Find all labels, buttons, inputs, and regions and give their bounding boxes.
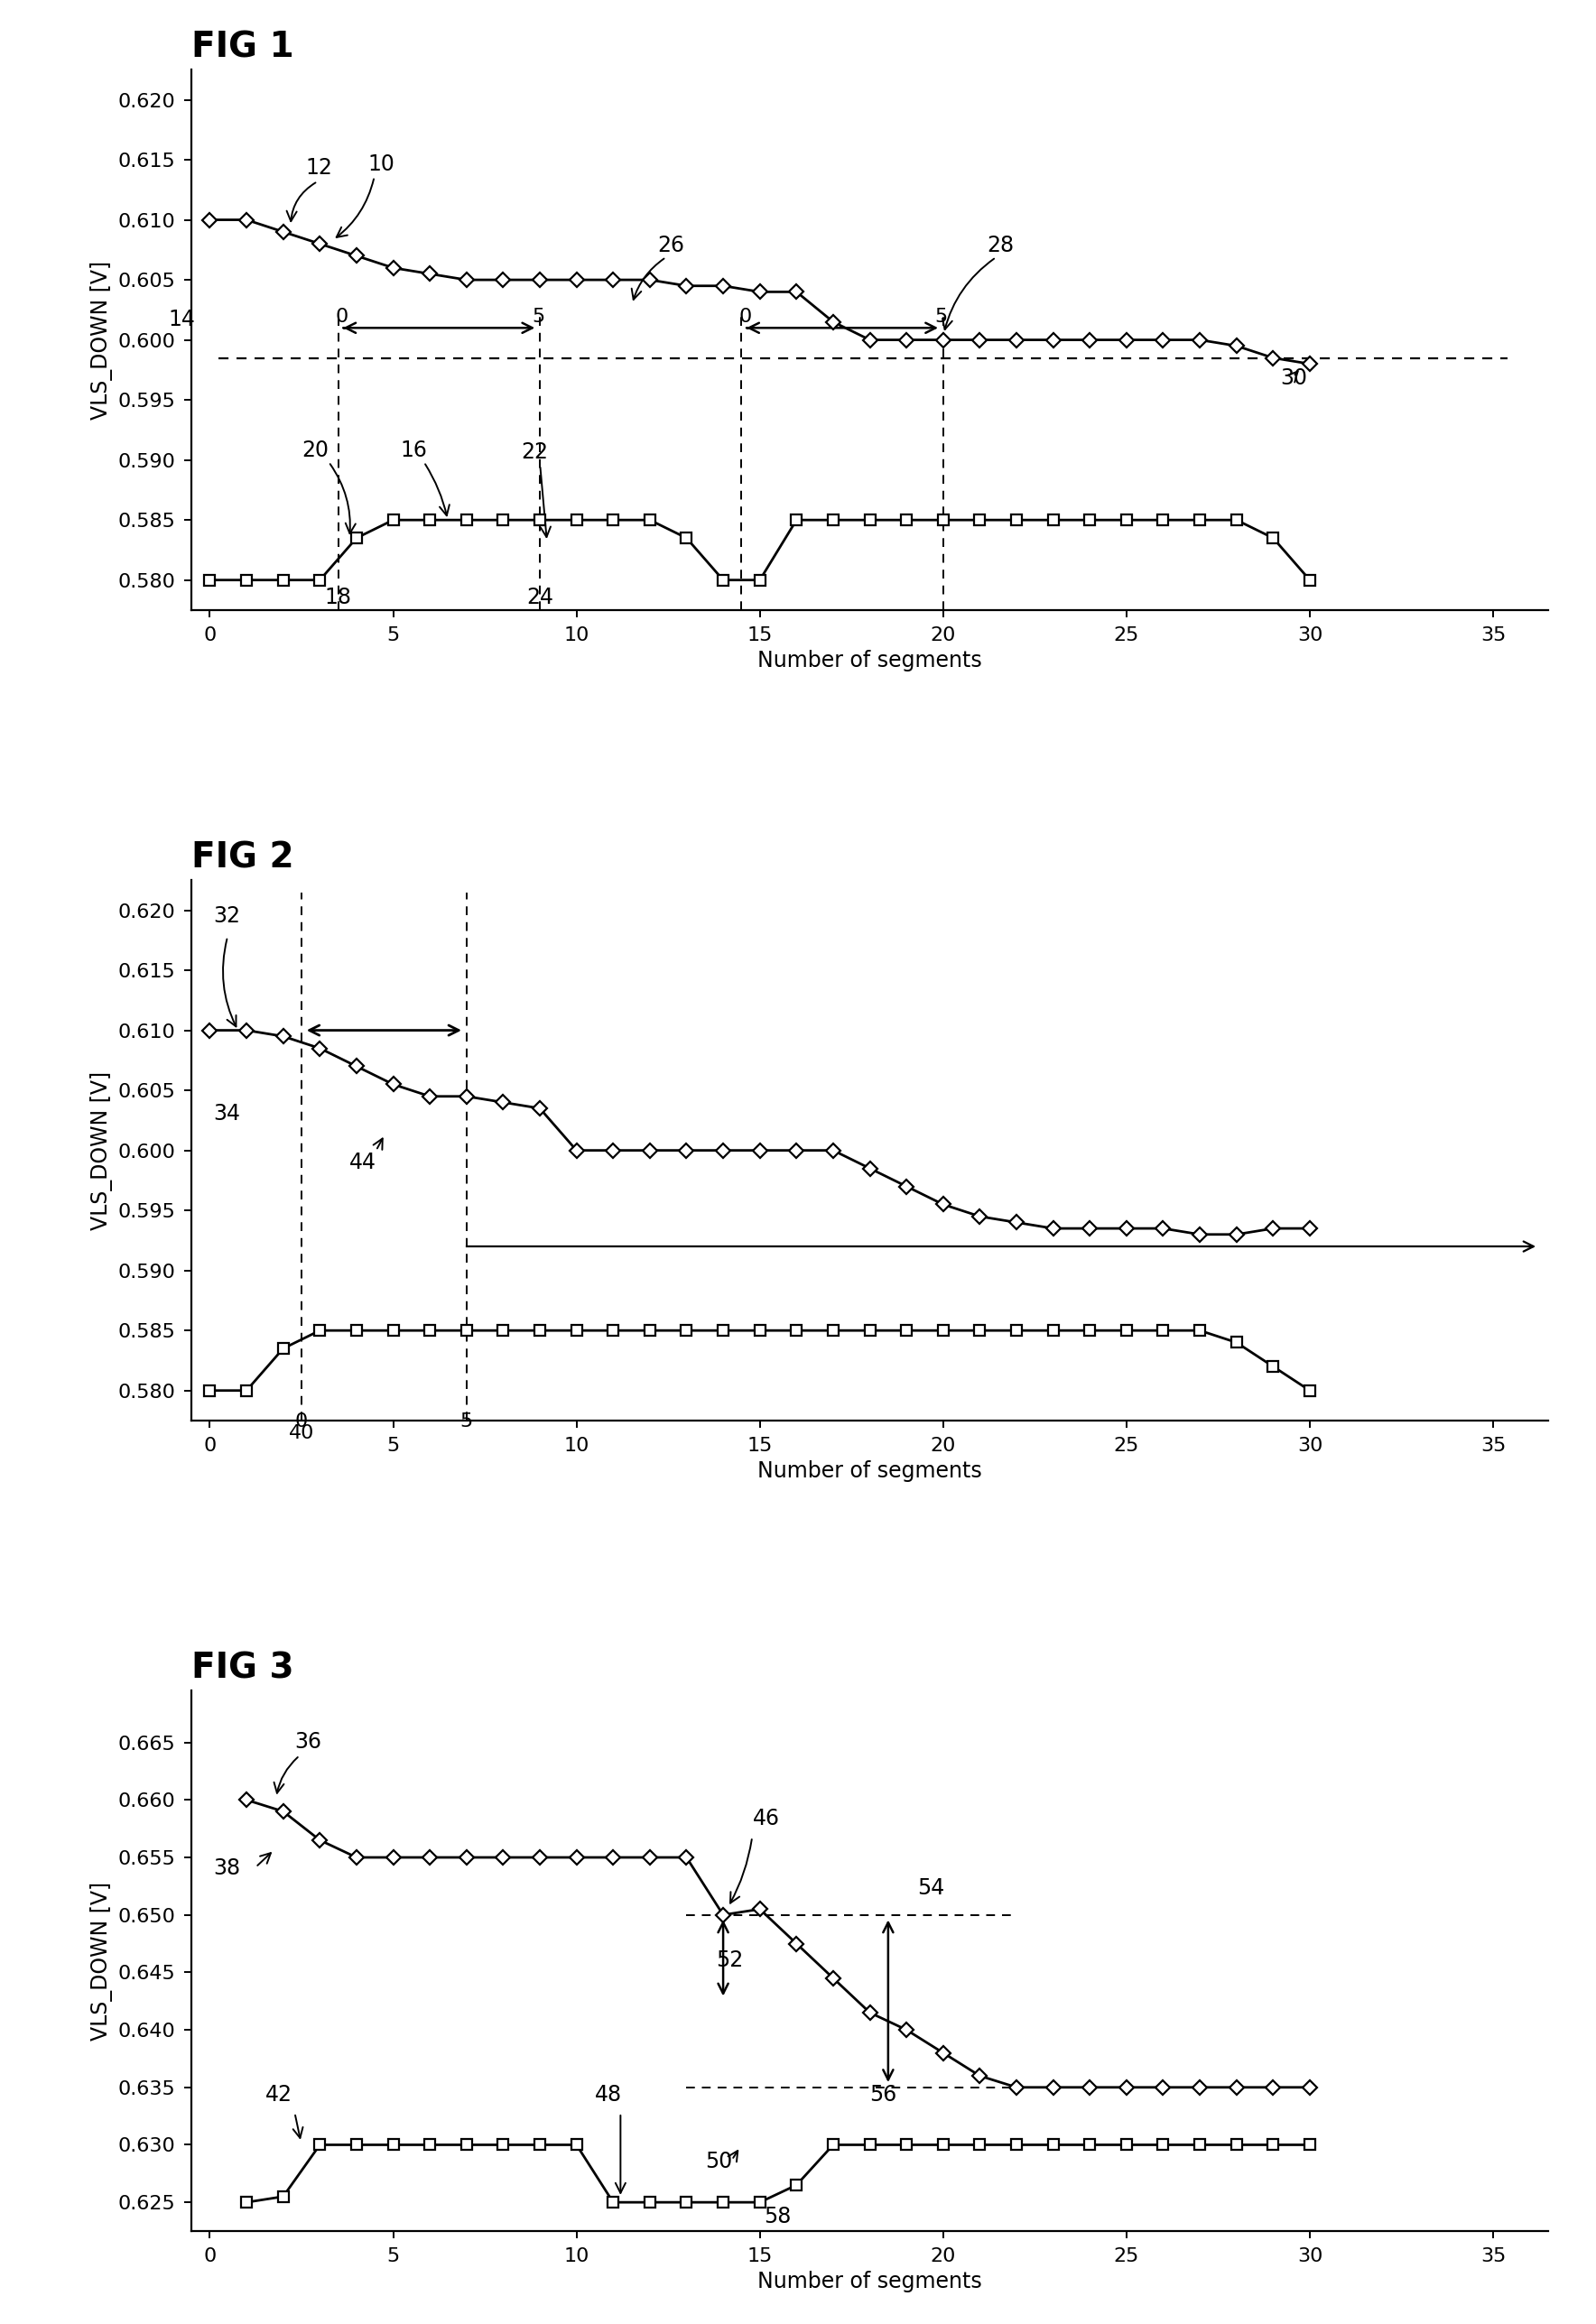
Y-axis label: VLS_DOWN [V]: VLS_DOWN [V]	[89, 260, 113, 418]
Text: 32: 32	[214, 904, 241, 927]
X-axis label: Number of segments: Number of segments	[758, 648, 982, 672]
Text: 52: 52	[717, 1950, 744, 1971]
Text: 58: 58	[763, 2205, 792, 2226]
Text: 46: 46	[752, 1808, 779, 1829]
Text: 40: 40	[289, 1425, 314, 1443]
Text: 24: 24	[527, 588, 554, 609]
Text: 18: 18	[324, 588, 351, 609]
Text: 16: 16	[401, 439, 428, 460]
Text: 0: 0	[295, 1413, 308, 1429]
Y-axis label: VLS_DOWN [V]: VLS_DOWN [V]	[89, 1882, 113, 2040]
Text: 5: 5	[531, 307, 544, 325]
Text: 34: 34	[214, 1104, 241, 1125]
X-axis label: Number of segments: Number of segments	[758, 1459, 982, 1483]
Text: 0: 0	[739, 307, 752, 325]
Text: 30: 30	[1280, 367, 1307, 388]
Text: 14: 14	[168, 309, 195, 330]
Text: 22: 22	[522, 442, 549, 462]
Text: 10: 10	[367, 153, 394, 174]
Text: FIG 1: FIG 1	[192, 30, 294, 65]
Text: 48: 48	[595, 2085, 622, 2106]
Text: 42: 42	[265, 2085, 292, 2106]
Text: 26: 26	[658, 235, 685, 256]
Text: 5: 5	[935, 307, 948, 325]
Text: 12: 12	[305, 158, 332, 179]
Text: 38: 38	[214, 1857, 241, 1880]
Y-axis label: VLS_DOWN [V]: VLS_DOWN [V]	[89, 1071, 113, 1229]
Text: 20: 20	[302, 439, 329, 460]
Text: 44: 44	[350, 1150, 377, 1174]
Text: 54: 54	[918, 1878, 945, 1899]
Text: FIG 3: FIG 3	[192, 1650, 294, 1685]
X-axis label: Number of segments: Number of segments	[758, 2271, 982, 2291]
Text: 28: 28	[988, 235, 1015, 256]
Text: 36: 36	[294, 1731, 321, 1752]
Text: FIG 2: FIG 2	[192, 841, 294, 874]
Text: 56: 56	[870, 2085, 897, 2106]
Text: 50: 50	[705, 2150, 733, 2173]
Text: 0: 0	[335, 307, 348, 325]
Text: 5: 5	[460, 1413, 472, 1429]
